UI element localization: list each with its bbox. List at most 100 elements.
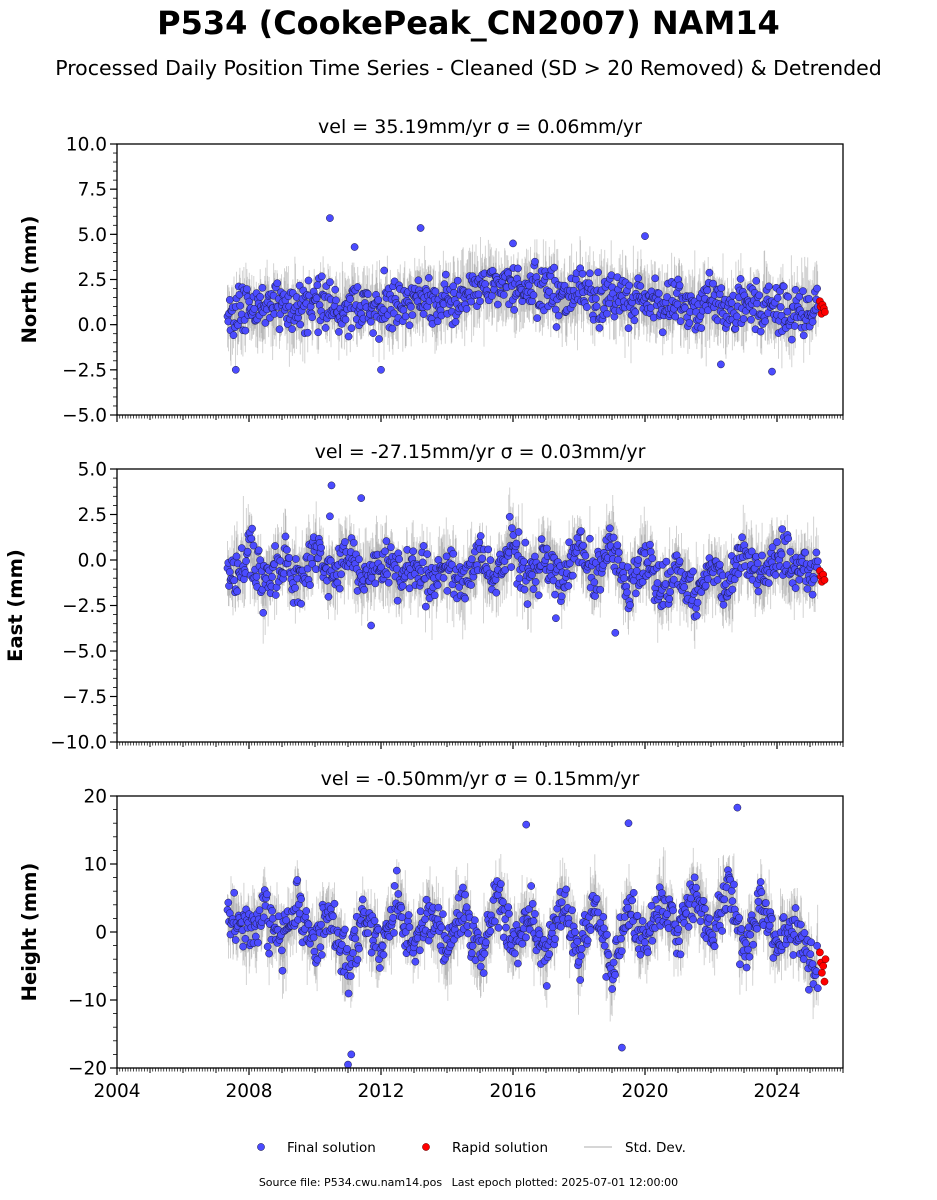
- final-point: [578, 269, 587, 278]
- final-point: [805, 294, 813, 303]
- final-point: [296, 320, 305, 329]
- final-point: [638, 578, 647, 586]
- final-point: [545, 287, 553, 296]
- final-point: [499, 291, 508, 299]
- final-point: [728, 585, 737, 594]
- final-point: [380, 266, 389, 275]
- final-point: [442, 552, 451, 561]
- final-point: [467, 555, 476, 563]
- final-point: [306, 581, 314, 589]
- rapid-solution-points: [816, 567, 829, 586]
- final-point: [478, 554, 487, 563]
- final-point: [799, 331, 808, 340]
- panel-2-data: [223, 481, 829, 649]
- final-point: [519, 557, 528, 566]
- final-point: [586, 269, 594, 278]
- final-point: [462, 305, 471, 313]
- final-point: [317, 543, 325, 552]
- final-point: [586, 534, 594, 543]
- final-point: [591, 592, 599, 600]
- final-point: [624, 324, 633, 333]
- y-tick-label: 5.0: [78, 460, 107, 481]
- final-point: [312, 294, 321, 303]
- final-point: [313, 281, 322, 290]
- final-point: [367, 621, 375, 630]
- final-point: [768, 543, 777, 552]
- final-point: [709, 279, 717, 288]
- final-point: [375, 335, 383, 343]
- final-point: [297, 599, 305, 608]
- final-point: [275, 325, 284, 334]
- final-point: [408, 311, 417, 319]
- final-point: [636, 282, 645, 290]
- final-point: [529, 585, 538, 594]
- final-point: [697, 324, 706, 332]
- final-point: [508, 524, 516, 532]
- final-point: [623, 588, 631, 597]
- final-point: [753, 559, 762, 568]
- final-point: [717, 284, 726, 292]
- final-point: [671, 312, 680, 321]
- final-point: [369, 329, 377, 337]
- final-point: [648, 554, 657, 563]
- final-point: [531, 257, 539, 266]
- final-point: [374, 296, 383, 304]
- final-point: [614, 548, 623, 557]
- final-point: [405, 321, 414, 330]
- rapid-point: [821, 308, 829, 316]
- final-point: [693, 598, 702, 607]
- final-point: [229, 331, 238, 340]
- final-point: [467, 581, 475, 589]
- final-point: [626, 601, 634, 609]
- final-point: [232, 552, 241, 561]
- final-point: [632, 567, 641, 575]
- final-point: [486, 556, 495, 564]
- final-point: [424, 274, 433, 282]
- final-point: [416, 224, 425, 232]
- final-point: [590, 578, 599, 587]
- final-point: [346, 295, 354, 303]
- final-point: [461, 594, 469, 603]
- final-point: [662, 557, 671, 566]
- final-point: [395, 555, 403, 563]
- final-point: [771, 571, 780, 579]
- final-point: [419, 310, 428, 318]
- final-point: [577, 527, 585, 535]
- final-point: [467, 297, 475, 306]
- final-point: [414, 276, 423, 285]
- final-point: [752, 277, 761, 285]
- final-point: [303, 328, 312, 337]
- final-point: [669, 575, 678, 584]
- final-point: [367, 317, 375, 326]
- final-point: [326, 278, 334, 286]
- final-point: [795, 575, 804, 584]
- page-title: P534 (CookePeak_CN2007) NAM14: [157, 4, 780, 42]
- final-point: [281, 532, 290, 541]
- final-point: [247, 534, 256, 543]
- final-point: [492, 588, 501, 597]
- final-point: [773, 294, 782, 302]
- final-point: [613, 541, 622, 549]
- final-point: [787, 335, 796, 344]
- y-tick-label: 2.5: [78, 270, 107, 291]
- final-point: [705, 268, 714, 277]
- final-point: [717, 360, 725, 369]
- final-point: [641, 232, 649, 240]
- final-point: [327, 481, 336, 490]
- final-point: [317, 272, 326, 281]
- final-point: [242, 557, 250, 565]
- final-point: [791, 584, 800, 592]
- final-point: [736, 275, 745, 283]
- final-point: [514, 264, 522, 273]
- final-point: [349, 538, 358, 547]
- final-point: [614, 555, 622, 564]
- final-point: [531, 578, 540, 586]
- final-point: [813, 284, 821, 293]
- final-point: [250, 305, 259, 313]
- final-point: [550, 263, 559, 272]
- final-point: [564, 582, 573, 590]
- final-point: [594, 268, 602, 277]
- y-tick-label: −7.5: [62, 687, 107, 708]
- final-point: [703, 286, 712, 295]
